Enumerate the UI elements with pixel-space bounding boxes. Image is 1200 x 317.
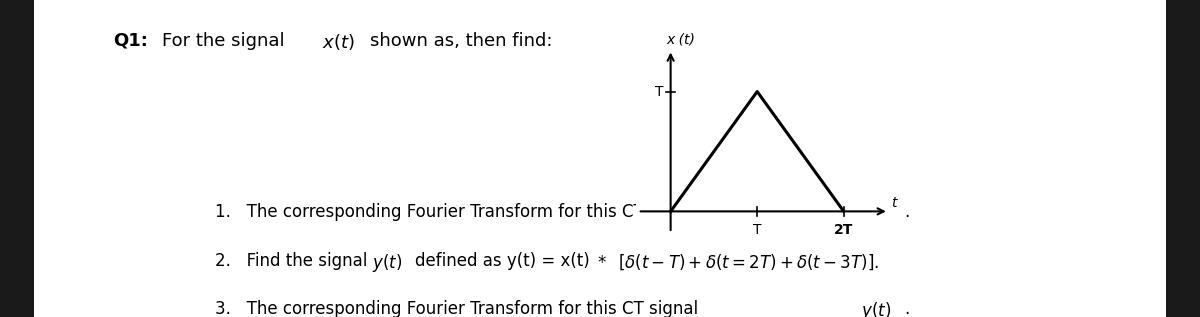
Text: .: .	[905, 203, 910, 221]
Text: $y(t)$: $y(t)$	[372, 252, 403, 274]
Text: [$\delta(t - T) + \delta(t = 2T) + \delta(t - 3T)$].: [$\delta(t - T) + \delta(t = 2T) + \delt…	[618, 252, 880, 272]
Text: x (t): x (t)	[666, 32, 695, 46]
Text: shown as, then find:: shown as, then find:	[370, 32, 552, 50]
Text: For the signal: For the signal	[162, 32, 290, 50]
Text: 1.   The corresponding Fourier Transform for this CT signal: 1. The corresponding Fourier Transform f…	[215, 203, 703, 221]
Text: $x(t)$: $x(t)$	[860, 203, 890, 223]
Text: $*$: $*$	[596, 252, 606, 270]
Text: T: T	[655, 85, 664, 99]
Text: Q1:: Q1:	[113, 32, 148, 50]
Text: $y(t)$: $y(t)$	[860, 300, 890, 317]
Text: T: T	[752, 223, 762, 237]
Text: defined as y(t) = x(t): defined as y(t) = x(t)	[415, 252, 595, 270]
Text: t: t	[892, 196, 896, 210]
Text: .: .	[905, 300, 910, 317]
Text: $x(t)$: $x(t)$	[323, 32, 355, 52]
Text: 3.   The corresponding Fourier Transform for this CT signal: 3. The corresponding Fourier Transform f…	[215, 300, 703, 317]
Text: 2.   Find the signal: 2. Find the signal	[215, 252, 372, 270]
Text: 2T: 2T	[834, 223, 853, 237]
